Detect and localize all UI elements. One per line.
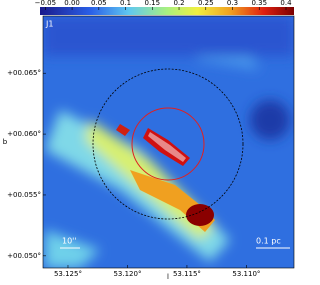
- inner-aperture: [131, 107, 205, 181]
- colorbar-tick-label: 0.3: [227, 0, 238, 7]
- colorbar-tick-label: 0.2: [173, 0, 184, 7]
- colorbar-tick-label: 0.00: [64, 0, 80, 7]
- frame: [42, 15, 295, 269]
- y-tick-label: +00.060°: [7, 130, 41, 138]
- chart: J1 10'' 0.1 pc l b 53.125° 53.120° 53.115°…: [3, 0, 295, 281]
- image: [43, 16, 294, 268]
- x-tick-label: 53.120°: [113, 270, 141, 278]
- y-tick-label: +00.055°: [7, 191, 41, 199]
- colorbar-tick-label: 0.25: [198, 0, 214, 7]
- colorbar-tick-label: −0.05: [35, 0, 56, 7]
- panel-label: J1: [45, 20, 53, 29]
- scalebar-label: 0.1 pc: [256, 237, 281, 246]
- colorbar-tick-label: 0.35: [251, 0, 267, 7]
- y-tick-label: +00.050°: [7, 252, 41, 260]
- colorbar: [40, 7, 294, 15]
- x-axis-label: l: [167, 273, 169, 281]
- colorbar-tick-label: 0.4: [280, 0, 292, 7]
- beam-label: 10'': [62, 237, 77, 246]
- colorbar-tick-label: 0.05: [91, 0, 107, 7]
- y-tick-label: +00.065°: [7, 69, 41, 77]
- x-tick-label: 53.110°: [232, 270, 260, 278]
- colorbar-tick-label: 0.1: [120, 0, 131, 7]
- x-tick-label: 53.115°: [173, 270, 201, 278]
- outer-aperture: [92, 68, 244, 220]
- x-tick-label: 53.125°: [54, 270, 82, 278]
- colorbar-tick-label: 0.15: [144, 0, 160, 7]
- y-axis-label: b: [3, 138, 8, 146]
